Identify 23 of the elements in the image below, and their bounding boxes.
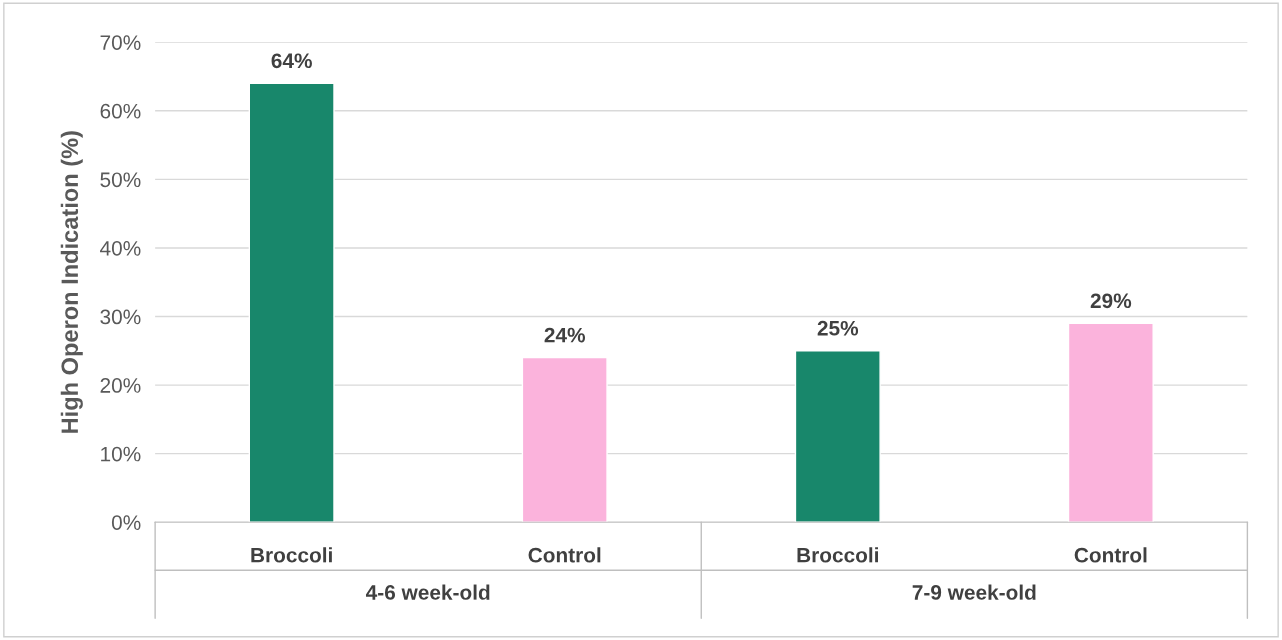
y-tick-label: 20% <box>100 378 141 393</box>
data-label: 29% <box>1090 293 1132 309</box>
text: 7-9 week-old <box>912 584 1036 600</box>
data-label: 24% <box>544 327 586 343</box>
text: 4-6 week-old <box>365 584 490 600</box>
data-label: 64% <box>271 53 312 69</box>
bar <box>794 350 881 523</box>
y-tick-label: 10% <box>101 446 141 462</box>
bar <box>1067 322 1154 523</box>
x-tick-label: Broccoli <box>251 547 332 563</box>
y-tick-label: 60% <box>100 103 141 119</box>
y-tick-label: 50% <box>100 172 141 188</box>
x-tick-label: Control <box>528 547 601 563</box>
y-tick-label: 40% <box>100 240 141 256</box>
bar <box>521 356 608 523</box>
x-tick-label: Broccoli <box>797 547 878 563</box>
bar <box>248 82 335 523</box>
x-tick-label: Control <box>1074 547 1147 563</box>
y-tick-label: 70% <box>100 35 141 50</box>
y-tick-label: 30% <box>100 309 141 325</box>
y-tick-label: 0% <box>111 515 141 530</box>
data-label: 25% <box>817 320 859 336</box>
y-axis-title: High Operon Indication (%) <box>60 131 83 433</box>
